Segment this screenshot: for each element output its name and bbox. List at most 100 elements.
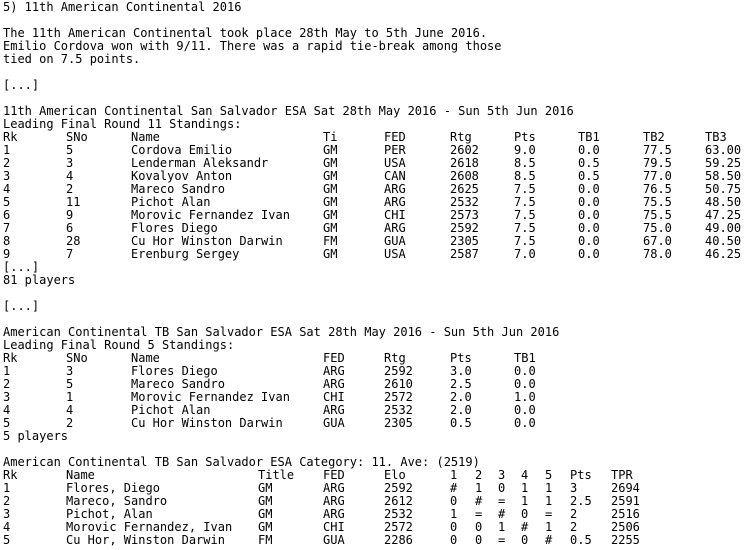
table-cell: 0.5: [570, 533, 592, 547]
table-cell: GM: [323, 156, 338, 170]
table-cell: 2516: [611, 507, 640, 521]
table-cell: 2587: [450, 247, 479, 261]
table-cell: 7: [66, 247, 74, 261]
table-cell: 3: [3, 507, 11, 521]
table-cell: 7.5: [514, 221, 536, 235]
table-cell: 47.25: [705, 208, 742, 222]
table-row: 3 4 Kovalyov Anton GM CAN 2608 8.5 0.5 77.0 58.50: [0, 170, 750, 183]
table-cell: CHI: [323, 390, 345, 404]
table-cell: 3: [66, 156, 74, 170]
table-cell: 2592: [384, 481, 413, 495]
table-cell: Kovalyov Anton: [131, 169, 233, 183]
table-cell: 0: [475, 533, 483, 547]
table-cell: GM: [323, 143, 338, 157]
table-cell: 2610: [384, 377, 413, 391]
table-cell: 7.5: [514, 208, 536, 222]
table-cell: Morovic Fernandez, Ivan: [66, 520, 233, 534]
table-row: 2 5 Mareco Sandro ARG 2610 2.5 0.0: [0, 378, 750, 391]
table-cell: Mareco, Sandro: [66, 494, 168, 508]
table-cell: 2286: [384, 533, 413, 547]
column-header: Elo: [384, 468, 406, 482]
table-cell: 0.0: [578, 143, 600, 157]
column-header: TB2: [643, 130, 665, 144]
main-event-title: 11th American Continental San Salvador E…: [3, 104, 574, 118]
table-cell: 75.5: [643, 208, 672, 222]
column-header: 2: [475, 468, 483, 482]
table-cell: 6: [66, 221, 74, 235]
table-cell: 3: [3, 390, 11, 404]
table-cell: 4: [3, 182, 11, 196]
table-cell: 2532: [450, 195, 479, 209]
table-cell: 77.0: [643, 169, 672, 183]
table-cell: 1: [545, 481, 553, 495]
table-cell: 76.5: [643, 182, 672, 196]
table-cell: GM: [258, 507, 273, 521]
column-header: Pts: [450, 351, 472, 365]
table-row: 8 28 Cu Hor Winston Darwin FM GUA 2305 7.5 0.0 6…: [0, 235, 750, 248]
table-cell: 0.0: [578, 208, 600, 222]
table-cell: 0.0: [514, 416, 536, 430]
table-cell: 2618: [450, 156, 479, 170]
table-cell: Cu Hor, Winston Darwin: [66, 533, 225, 547]
table-cell: 0.5: [578, 169, 600, 183]
table-cell: 2.0: [450, 403, 472, 417]
table-cell: GM: [258, 494, 273, 508]
column-header: 3: [498, 468, 506, 482]
table-cell: CAN: [384, 169, 406, 183]
table-cell: FM: [323, 234, 338, 248]
column-header: Name: [66, 468, 95, 482]
table-cell: #: [521, 520, 529, 534]
table-cell: 11: [66, 195, 81, 209]
table-cell: 0: [450, 520, 458, 534]
column-header: SNo: [66, 130, 88, 144]
table-row: 5 Cu Hor, Winston Darwin FM GUA 2286 0 0 = 0 #0.5…: [0, 534, 750, 547]
table-cell: 5: [66, 377, 74, 391]
player-count: 5 players: [3, 429, 69, 443]
table-cell: 2255: [611, 533, 640, 547]
table-cell: ARG: [323, 364, 345, 378]
column-header: Name: [131, 351, 160, 365]
table-cell: FM: [258, 533, 273, 547]
table-row: 4 Morovic Fernandez, Ivan GM CHI 2572 0 0 1 #1 2 2…: [0, 521, 750, 534]
table-cell: ARG: [323, 403, 345, 417]
table-cell: 7.0: [514, 247, 536, 261]
table-cell: 48.50: [705, 195, 742, 209]
table-cell: CHI: [384, 208, 406, 222]
table-cell: 2694: [611, 481, 640, 495]
table-cell: 5: [3, 416, 11, 430]
table-cell: ARG: [323, 494, 345, 508]
column-header: SNo: [66, 351, 88, 365]
table-cell: GM: [323, 182, 338, 196]
table-cell: 3: [3, 169, 11, 183]
table-cell: 9: [66, 208, 74, 222]
table-cell: 2572: [384, 520, 413, 534]
table-row: 3 Pichot, Alan GM ARG 2532 1 = #0 = 2 2516: [0, 508, 750, 521]
table-cell: 75.0: [643, 221, 672, 235]
table-cell: =: [498, 533, 506, 547]
table-cell: Pichot Alan: [131, 195, 211, 209]
column-header: Rk: [3, 130, 18, 144]
table-cell: GUA: [323, 533, 345, 547]
table-cell: Cu Hor Winston Darwin: [131, 416, 283, 430]
table-cell: 1: [545, 494, 553, 508]
intro-line: tied on 7.5 points.: [3, 52, 141, 66]
column-header: FED: [323, 468, 345, 482]
table-cell: 3: [570, 481, 578, 495]
table-cell: 0: [450, 533, 458, 547]
table-row: 3 1 Morovic Fernandez Ivan CHI 2572 2.0 1.0: [0, 391, 750, 404]
table-row: 1 5 Cordova Emilio GM PER 2602 9.0 0.0 77.5 63.00: [0, 144, 750, 157]
table-row: 4 2 Mareco Sandro GM ARG 2625 7.5 0.0 76.5 50.75: [0, 183, 750, 196]
intro-line: Emilio Cordova won with 9/11. There was …: [3, 39, 502, 53]
table-cell: 2: [3, 494, 11, 508]
table-cell: 3: [66, 364, 74, 378]
table-cell: 46.25: [705, 247, 742, 261]
column-header: Pts: [570, 468, 592, 482]
table-cell: 67.0: [643, 234, 672, 248]
column-header: Name: [131, 130, 160, 144]
table-cell: 59.25: [705, 156, 742, 170]
table-row: 2 Mareco, Sandro GM ARG 2612 0 # = 1 1 2.5 2591: [0, 495, 750, 508]
table-cell: 1: [3, 481, 11, 495]
column-header: Pts: [514, 130, 536, 144]
table-cell: 28: [66, 234, 81, 248]
